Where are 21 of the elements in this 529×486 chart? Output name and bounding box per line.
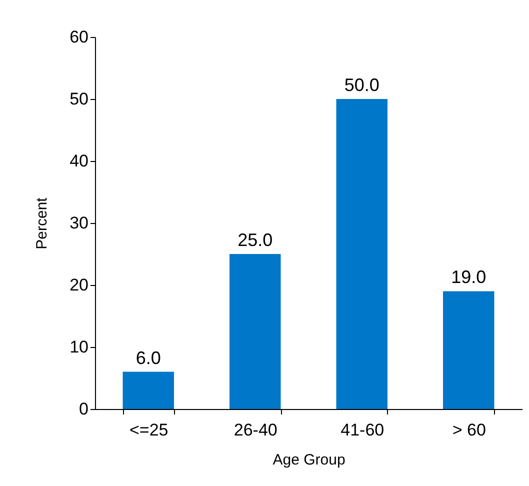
y-tick-label: 10: [70, 338, 88, 356]
y-tick-label: 0: [79, 400, 88, 418]
y-tick-label: 60: [70, 28, 88, 46]
x-tick-label: > 60: [452, 420, 486, 440]
data-label: 19.0: [451, 267, 486, 288]
y-tick-label: 20: [70, 276, 88, 294]
y-axis-title: Percent: [34, 196, 51, 250]
y-tick-label: 50: [70, 90, 88, 108]
x-tick-label: 41-60: [340, 420, 384, 440]
x-tick-label: <=25: [129, 420, 168, 440]
x-axis-title: Age Group: [272, 452, 346, 468]
data-label: 6.0: [136, 348, 161, 368]
bar: [443, 291, 494, 409]
x-tick-label: 26-40: [234, 420, 278, 440]
data-label: 25.0: [238, 230, 273, 250]
bar: [122, 372, 174, 409]
y-tick-label: 40: [70, 152, 88, 170]
data-label: 50.0: [344, 75, 380, 95]
bar: [336, 99, 388, 409]
y-tick-label: 30: [70, 214, 88, 232]
bar: [230, 254, 281, 409]
